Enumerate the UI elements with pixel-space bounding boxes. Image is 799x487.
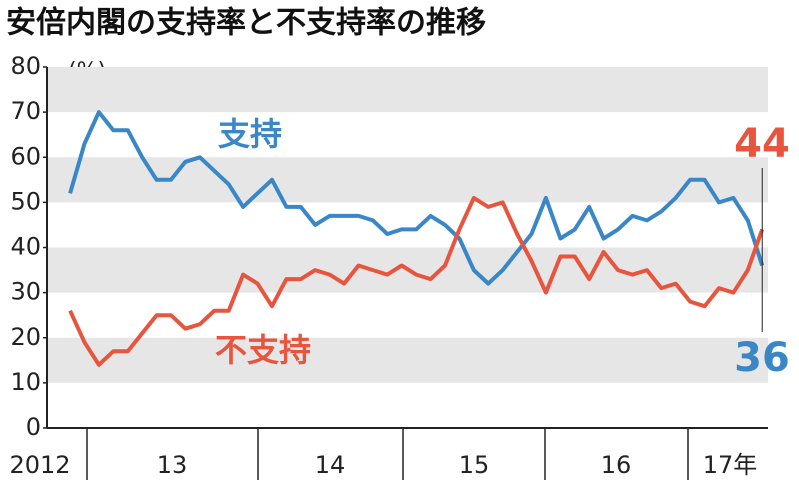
y-tick-label: 10	[10, 368, 41, 396]
grid-band	[47, 337, 768, 383]
y-tick-label: 20	[10, 323, 41, 351]
legend-label: 不支持	[215, 331, 311, 369]
legend-label: 支持	[218, 115, 282, 153]
data-label: 36	[734, 335, 790, 381]
y-tick-label: 60	[10, 142, 41, 170]
grid-band	[47, 67, 768, 113]
x-tick-label: 17年	[703, 451, 758, 479]
y-tick-label: 30	[10, 278, 41, 306]
x-tick-label: 14	[315, 451, 346, 479]
line-series	[68, 195, 765, 367]
y-tick-label: 50	[10, 187, 41, 215]
y-tick-label: 0	[26, 413, 41, 441]
line-series	[68, 110, 765, 286]
y-tick-label: 70	[10, 97, 41, 125]
y-tick-label: 80	[10, 52, 41, 80]
chart-title: 安倍内閣の支持率と不支持率の推移	[6, 6, 486, 41]
x-tick-label: 13	[157, 451, 188, 479]
y-tick-label: 40	[10, 233, 41, 261]
x-tick-label: 16	[601, 451, 632, 479]
x-tick-label: 2012	[9, 451, 70, 479]
data-label: 44	[734, 121, 790, 167]
x-tick-label: 15	[459, 451, 490, 479]
